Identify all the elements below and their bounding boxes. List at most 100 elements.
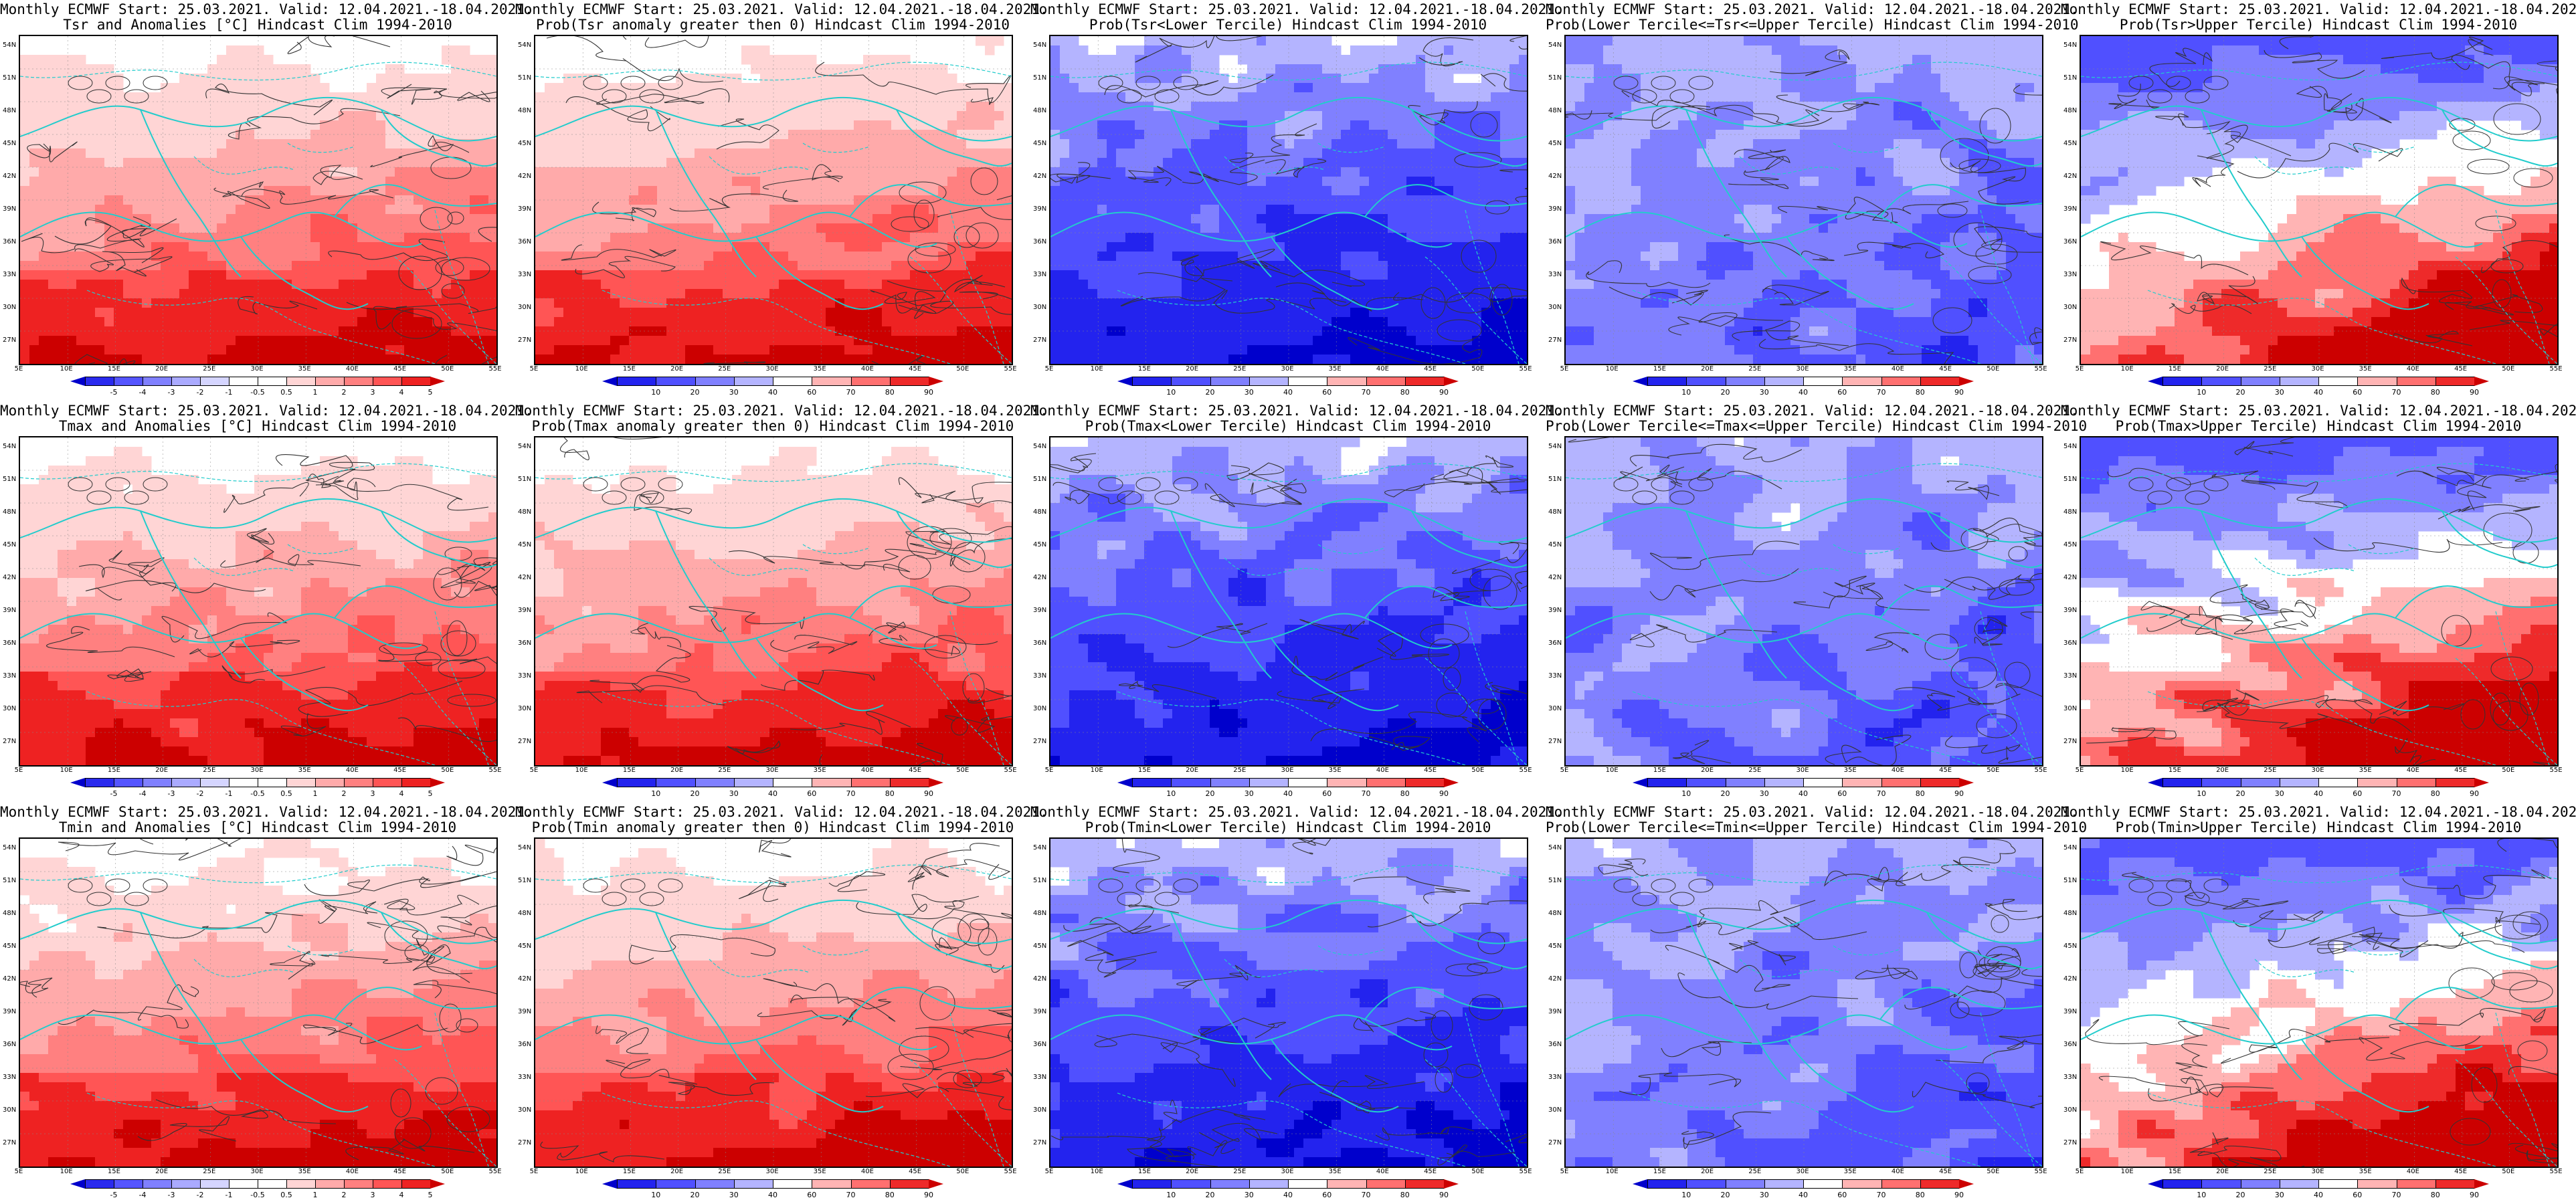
contour-line — [868, 621, 998, 645]
lon-label: 10E — [1091, 1168, 1103, 1175]
lat-label: 51N — [1033, 877, 1046, 884]
contour-ring — [1431, 1010, 1453, 1041]
contour-ring — [1958, 159, 2001, 173]
contour-ring — [1154, 490, 1180, 505]
colorbar-cell — [733, 1179, 773, 1189]
contour-line — [220, 554, 361, 568]
lat-label: 42N — [3, 574, 16, 581]
contour-line — [78, 564, 177, 592]
lon-label: 10E — [60, 365, 73, 373]
coastline — [1926, 109, 2042, 167]
colorbar-cell — [1288, 1179, 1328, 1189]
contour-line — [1981, 238, 2042, 253]
contour-line — [2366, 940, 2525, 958]
coastline — [1833, 945, 1901, 956]
contour-ring — [913, 199, 935, 229]
lon-label: 35E — [1844, 1168, 1857, 1175]
contour-ring — [435, 259, 464, 276]
lon-label: 40E — [1376, 1168, 1389, 1175]
lon-label: 20E — [1701, 1168, 1714, 1175]
lon-label: 35E — [298, 1168, 311, 1175]
colorbar — [1633, 1179, 1974, 1189]
lat-label: 48N — [1548, 910, 1562, 917]
contour-line — [935, 937, 1005, 973]
contour-line — [161, 612, 288, 643]
contour-ring — [2448, 967, 2495, 999]
contour-ring — [2452, 130, 2491, 150]
lat-label: 39N — [1033, 205, 1046, 213]
coastline — [1566, 62, 2042, 81]
lon-label: 35E — [814, 365, 826, 373]
lon-label: 15E — [1138, 767, 1151, 774]
colorbar-max-arrow — [1959, 1179, 1974, 1189]
lat-label: 51N — [1033, 74, 1046, 82]
coastline — [1926, 510, 2042, 569]
panel-title-line1: Monthly ECMWF Start: 25.03.2021. Valid: … — [0, 804, 533, 820]
lat-label: 51N — [518, 877, 531, 884]
contour-line — [1368, 736, 1431, 751]
colorbar-tick-label: 20 — [2236, 1191, 2245, 1199]
lat-label: 54N — [1033, 41, 1046, 49]
colorbar-min-arrow — [1633, 1179, 1647, 1189]
coastline — [849, 184, 1012, 217]
contour-line — [1621, 90, 1820, 125]
contour-line — [1904, 573, 2042, 600]
contour-line — [312, 165, 363, 185]
panel-title-line2: Prob(Tmax anomaly greater then 0) Hindca… — [515, 418, 1030, 434]
coastline — [287, 142, 355, 153]
lat-label: 48N — [2063, 910, 2077, 917]
coastline — [896, 109, 1012, 167]
contour-ring — [2460, 699, 2486, 730]
lon-label: 45E — [1939, 767, 1952, 774]
colorbar-cell — [344, 377, 373, 386]
contour-ring — [965, 222, 999, 249]
coastline — [1271, 637, 1399, 712]
colorbar-cell — [1686, 778, 1726, 787]
lat-label: 36N — [1033, 238, 1046, 245]
coastline — [2081, 463, 2557, 482]
contour-line — [1724, 234, 1835, 262]
panel-title-line1: Monthly ECMWF Start: 25.03.2021. Valid: … — [1030, 804, 1564, 820]
contour-line — [1778, 197, 1889, 220]
colorbar-tick-label: 20 — [2236, 388, 2245, 397]
map-panel-tmin-3: Monthly ECMWF Start: 25.03.2021. Valid: … — [1030, 803, 1564, 1204]
contour-ring — [1937, 203, 1968, 218]
map-area — [19, 837, 498, 1168]
contour-line — [108, 550, 165, 573]
contour-line — [1085, 951, 1158, 978]
contour-ring — [2475, 215, 2516, 231]
coastline — [2455, 658, 2557, 765]
lon-label: 25E — [718, 1168, 731, 1175]
lat-label: 27N — [518, 1139, 531, 1146]
contour-ring — [2492, 279, 2512, 308]
lon-label: 50E — [1987, 365, 1999, 373]
coastline — [1050, 498, 1527, 543]
colorbar-cell — [617, 778, 657, 787]
coastline — [1317, 945, 1386, 956]
lon-label: 35E — [1329, 365, 1342, 373]
lat-label: 27N — [3, 1139, 16, 1146]
contour-ring — [583, 878, 608, 893]
lat-label: 33N — [1033, 1074, 1046, 1081]
contour-line — [1498, 541, 1527, 555]
map-panel-tmax-5: Monthly ECMWF Start: 25.03.2021. Valid: … — [2061, 401, 2576, 803]
contour-line — [887, 275, 1006, 293]
lon-label: 45E — [393, 365, 406, 373]
contour-line — [1728, 940, 1796, 966]
colorbar-cell — [812, 1179, 852, 1189]
lon-label: 15E — [2169, 365, 2181, 373]
lat-label: 48N — [3, 508, 16, 516]
contour-line — [419, 871, 496, 885]
colorbar-cell — [1686, 377, 1726, 386]
coastline — [1050, 96, 1527, 142]
contour-ring — [105, 76, 130, 90]
contour-ring — [2185, 490, 2210, 505]
contour-line — [383, 894, 480, 916]
contour-line — [1762, 284, 1829, 306]
colorbar-tick-label: 90 — [924, 1191, 933, 1199]
contour-line — [1278, 1075, 1425, 1098]
lon-label: 15E — [1653, 365, 1666, 373]
colorbar-cell — [373, 1179, 402, 1189]
contour-line — [2108, 83, 2160, 110]
contour-ring — [105, 477, 130, 492]
